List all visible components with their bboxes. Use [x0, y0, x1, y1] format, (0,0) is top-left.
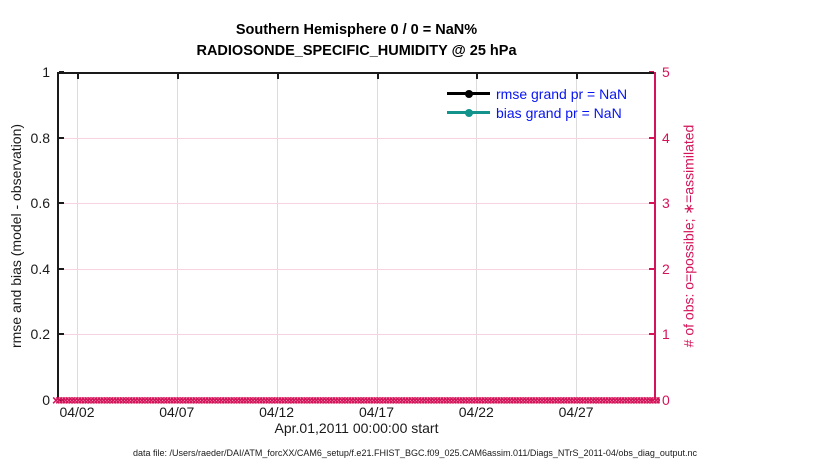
y-tick-label-right: 1: [662, 326, 670, 343]
chart-legend[interactable]: rmse grand pr = NaN bias grand pr = NaN: [447, 84, 627, 122]
x-gridline: [476, 72, 478, 400]
y-tick-label-right: 0: [662, 392, 670, 408]
y-tick-label-right: 3: [662, 195, 670, 212]
y-tick-label-left: 1: [42, 64, 50, 80]
x-tick-top: [276, 74, 279, 79]
x-tick-label: 04/07: [159, 404, 195, 420]
y-tick-label-right: 2: [662, 260, 670, 277]
data-file-caption: data file: /Users/raeder/DAI/ATM_forcXX/…: [133, 448, 697, 458]
x-gridline: [376, 72, 378, 400]
bias-line-sample: [447, 108, 490, 117]
y-tick-right: [649, 399, 654, 401]
y-axis-label-right: # of obs: o=possible; ∗=assimilated: [680, 124, 697, 348]
x-tick-top: [176, 74, 179, 79]
obs-gridline: [57, 137, 656, 139]
y-axis-label-left: rmse and bias (model - observation): [8, 123, 24, 349]
right-spine: [654, 72, 656, 400]
y-tick-label-left: 0: [42, 392, 50, 408]
y-tick-left: [59, 202, 64, 205]
x-tick-top: [376, 74, 379, 79]
y-tick-label-left: 0.2: [30, 326, 50, 343]
rmse-line-sample: [447, 89, 490, 98]
x-gridline: [176, 72, 178, 400]
x-tick-label: 04/12: [259, 404, 295, 420]
obs-gridline: [57, 334, 656, 336]
left-spine: [57, 72, 59, 400]
x-tick-top: [576, 74, 579, 79]
y-tick-label-left: 0.6: [30, 195, 50, 212]
y-tick-right: [649, 202, 654, 205]
x-tick-label: 04/17: [358, 404, 395, 420]
x-tick-top: [77, 74, 79, 79]
assimilated-markers-band: ××××××××××××××××××××××××××××××××××××××××…: [52, 393, 660, 407]
rmse-dot-marker: [464, 89, 473, 98]
chart-title-line2: RADIOSONDE_SPECIFIC_HUMIDITY @ 25 hPa: [196, 43, 517, 59]
x-gridline: [77, 72, 78, 400]
y-tick-right: [649, 136, 654, 139]
y-tick-left: [59, 136, 64, 139]
y-tick-label-right: 4: [662, 129, 670, 146]
x-tick-label: 04/02: [59, 404, 95, 420]
y-tick-label-right: 5: [662, 64, 670, 80]
legend-row-bias: bias grand pr = NaN: [447, 103, 627, 122]
x-tick-top: [476, 74, 479, 79]
y-tick-right: [649, 267, 654, 270]
y-tick-right: [649, 333, 654, 336]
legend-label-rmse: rmse grand pr = NaN: [496, 85, 628, 102]
x-tick-label: 04/22: [458, 404, 494, 420]
legend-row-rmse: rmse grand pr = NaN: [447, 84, 627, 103]
legend-label-bias: bias grand pr = NaN: [496, 104, 622, 121]
chart-title-line1: Southern Hemisphere 0 / 0 = NaN%: [235, 22, 478, 38]
x-gridline: [576, 72, 578, 400]
obs-gridline: [57, 203, 656, 205]
y-tick-left: [59, 399, 64, 401]
x-gridline: [276, 72, 278, 400]
y-tick-left: [59, 333, 64, 336]
x-axis-label: Apr.01,2011 00:00:00 start: [274, 420, 439, 436]
obs-gridline: [57, 268, 656, 270]
y-tick-label-left: 0.8: [30, 129, 50, 146]
x-tick-label: 04/27: [558, 404, 594, 420]
y-tick-left: [59, 267, 64, 270]
bias-dot-marker: [464, 108, 473, 117]
top-spine: [57, 72, 656, 74]
y-tick-label-left: 0.4: [30, 260, 50, 277]
